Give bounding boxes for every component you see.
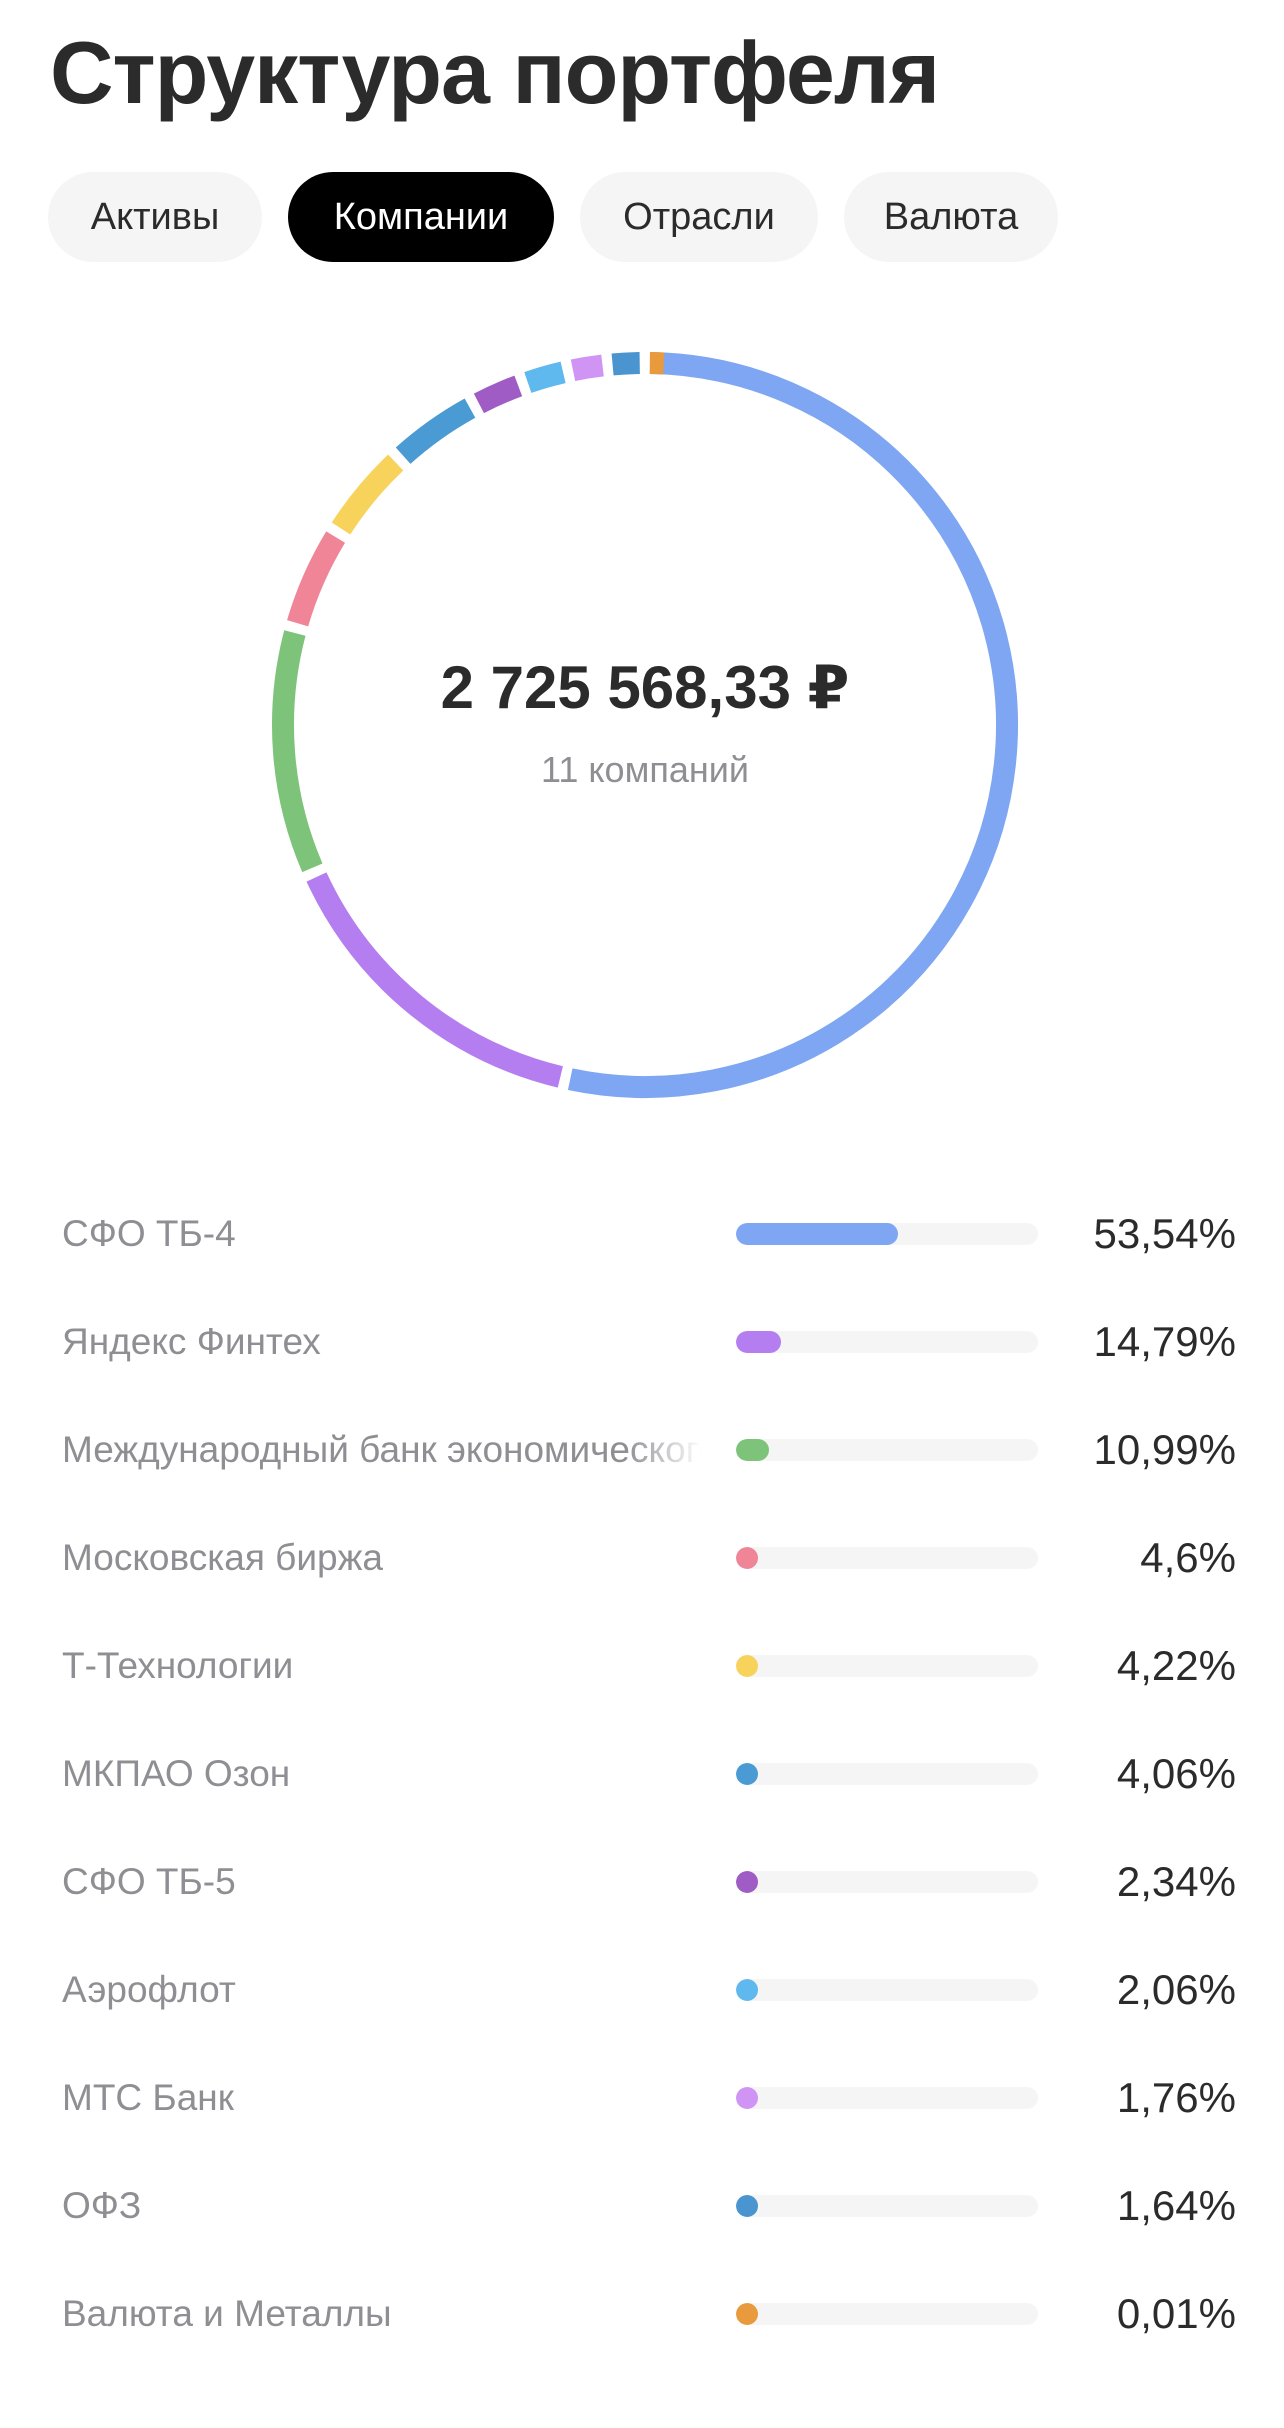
donut-slice-2[interactable] (306, 872, 563, 1088)
holding-share-fill (736, 2195, 758, 2217)
tab-assets[interactable]: Активы (48, 172, 262, 262)
holding-share-bar (736, 1547, 1038, 1569)
holding-share-bar (736, 1439, 1038, 1461)
companies-count: 11 компаний (541, 749, 749, 790)
holding-name: Т-Технологии (62, 1645, 294, 1686)
holding-share-bar (736, 1763, 1038, 1785)
portfolio-total-value: 2 725 568,33 ₽ (440, 654, 850, 721)
holding-percent: 2,34% (1116, 1858, 1236, 1905)
page-title: Структура портфеля (50, 23, 940, 122)
holding-name: МТС Банк (62, 2077, 234, 2118)
holding-name: Международный банк экономического сотруд… (62, 1429, 702, 1470)
holding-row[interactable]: Валюта и Металлы 0,01% (0, 2260, 1284, 2368)
holding-row[interactable]: СФО ТБ-4 53,54% (0, 1180, 1284, 1288)
holding-row[interactable]: МТС Банк 1,76% (0, 2044, 1284, 2152)
holding-share-fill (736, 1979, 758, 2001)
holding-share-fill (736, 1331, 781, 1353)
holding-name: Московская биржа (62, 1537, 383, 1578)
holding-row[interactable]: Т-Технологии 4,22% (0, 1612, 1284, 1720)
holding-percent: 4,22% (1116, 1642, 1236, 1689)
holding-percent: 1,64% (1116, 2182, 1236, 2229)
holding-percent: 53,54% (1093, 1210, 1236, 1257)
holding-name: Яндекс Финтех (62, 1321, 321, 1362)
holding-share-fill (736, 1223, 898, 1245)
holding-name: ОФЗ (62, 2185, 142, 2226)
holding-row[interactable]: Московская биржа 4,6% (0, 1504, 1284, 1612)
holding-share-fill (736, 1439, 770, 1461)
holding-share-bar (736, 2303, 1038, 2325)
holding-percent: 1,76% (1116, 2074, 1236, 2121)
holding-share-fill (736, 1871, 758, 1893)
holding-share-fill (736, 1547, 758, 1569)
donut-slice-10[interactable] (611, 352, 640, 376)
holding-share-bar (736, 1655, 1038, 1677)
holding-share-fill (736, 1763, 758, 1785)
holding-percent: 4,06% (1116, 1750, 1236, 1797)
donut-slice-8[interactable] (524, 361, 566, 393)
holding-name: Валюта и Металлы (62, 2293, 392, 2334)
donut-slice-7[interactable] (473, 375, 523, 414)
holding-row[interactable]: Международный банк экономического сотруд… (0, 1396, 1284, 1504)
holding-name: СФО ТБ-4 (62, 1213, 236, 1254)
holding-share-bar (736, 1331, 1038, 1353)
holding-percent: 4,6% (1140, 1534, 1236, 1581)
donut-slice-6[interactable] (395, 398, 476, 464)
donut-slice-3[interactable] (272, 630, 323, 873)
holding-share-bar (736, 1871, 1038, 1893)
holding-row[interactable]: СФО ТБ-5 2,34% (0, 1828, 1284, 1936)
holding-percent: 2,06% (1116, 1966, 1236, 2013)
holding-row[interactable]: ОФЗ 1,64% (0, 2152, 1284, 2260)
holding-percent: 10,99% (1093, 1426, 1236, 1473)
holding-share-fill (736, 1655, 758, 1677)
holding-row[interactable]: МКПАО Озон 4,06% (0, 1720, 1284, 1828)
holding-percent: 0,01% (1116, 2290, 1236, 2337)
donut-slice-1[interactable] (567, 352, 1018, 1098)
holding-row[interactable]: Яндекс Финтех 14,79% (0, 1288, 1284, 1396)
donut-slice-4[interactable] (287, 531, 346, 627)
holding-share-bar (736, 1979, 1038, 2001)
holding-share-bar (736, 2195, 1038, 2217)
holding-share-fill (736, 2303, 758, 2325)
donut-slice-9[interactable] (570, 354, 604, 382)
donut-slice-5[interactable] (331, 454, 404, 535)
holding-name: Аэрофлот (62, 1969, 236, 2010)
tab-companies[interactable]: Компании (288, 172, 554, 262)
holding-share-bar (736, 1223, 1038, 1245)
portfolio-donut-chart (272, 352, 1018, 1098)
holding-name: МКПАО Озон (62, 1753, 291, 1794)
holding-row[interactable]: Аэрофлот 2,06% (0, 1936, 1284, 2044)
holding-percent: 14,79% (1093, 1318, 1236, 1365)
holding-share-bar (736, 2087, 1038, 2109)
holding-share-fill (736, 2087, 758, 2109)
tab-industries[interactable]: Отрасли (580, 172, 818, 262)
tab-currency[interactable]: Валюта (844, 172, 1058, 262)
holding-name: СФО ТБ-5 (62, 1861, 236, 1902)
